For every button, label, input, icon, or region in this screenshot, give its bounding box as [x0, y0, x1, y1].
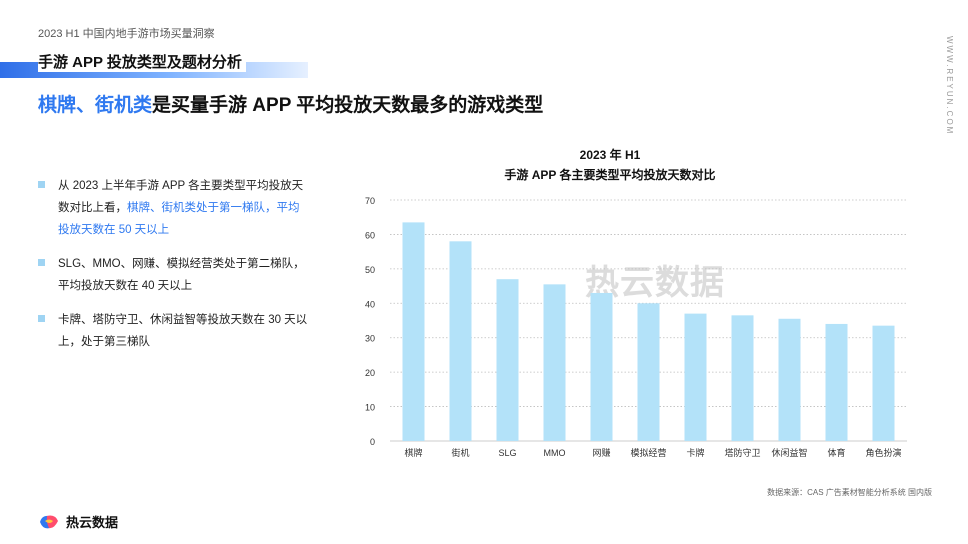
bar [402, 222, 425, 441]
y-tick-label: 10 [365, 403, 375, 413]
headline-highlight: 棋牌、街机类 [38, 95, 153, 116]
y-tick-label: 0 [370, 437, 375, 447]
chart-subtitle: 手游 APP 各主要类型平均投放天数对比 [504, 168, 716, 182]
x-tick-label: 休闲益智 [771, 447, 807, 458]
y-tick-label: 60 [365, 230, 375, 240]
bullet-highlight: 棋牌、街机类处于第一梯队，平均投放天数在 50 天以上 [58, 202, 300, 236]
side-url: WWW.REYUN.COM [945, 36, 954, 136]
bullet-item: 从 2023 上半年手游 APP 各主要类型平均投放天数对比上看，棋牌、街机类处… [38, 175, 310, 241]
x-tick-label: 角色扮演 [865, 447, 901, 458]
bullet-text: 从 2023 上半年手游 APP 各主要类型平均投放天数对比上看， [58, 180, 304, 214]
section-title: 手游 APP 投放类型及题材分析 [38, 51, 246, 72]
x-tick-label: 卡牌 [686, 447, 704, 458]
x-tick-label: 体育 [827, 447, 845, 458]
bullet-square-icon [38, 315, 45, 322]
bullet-text: SLG、MMO、网赚、模拟经营类处于第二梯队，平均投放天数在 40 天以上 [58, 258, 305, 292]
data-source: 数据来源：CAS 广告素材智能分析系统 国内版 [767, 488, 932, 497]
bar-chart: 0 10 20 30 40 50 60 70 棋牌 街机 SLG MMO 网赚 模拟经营 卡牌 塔防守卫 休闲益… [365, 196, 907, 458]
x-tick-label: 模拟经营 [630, 447, 666, 458]
bullet-square-icon [38, 259, 45, 266]
brand-logo: 热云数据 [38, 512, 118, 531]
bullet-text: 卡牌、塔防守卫、休闲益智等投放天数在 30 天以上，处于第三梯队 [58, 314, 308, 348]
chart-title: 2023 年 H1 [579, 148, 641, 162]
bar [872, 325, 895, 441]
bar [825, 323, 848, 441]
y-tick-label: 20 [365, 368, 375, 378]
report-tag: 2023 H1 中国内地手游市场买量洞察 [38, 28, 215, 40]
bar [449, 241, 472, 441]
y-tick-label: 70 [365, 196, 375, 206]
y-tick-label: 30 [365, 334, 375, 344]
x-tick-label: 棋牌 [404, 447, 422, 458]
reyun-logo-icon [40, 515, 58, 528]
bar [590, 292, 613, 441]
bullet-square-icon [38, 181, 45, 188]
bullet-item: SLG、MMO、网赚、模拟经营类处于第二梯队，平均投放天数在 40 天以上 [38, 253, 310, 297]
x-tick-label: 网赚 [592, 447, 610, 458]
headline-rest: 是买量手游 APP 平均投放天数最多的游戏类型 [152, 95, 544, 116]
bullet-item: 卡牌、塔防守卫、休闲益智等投放天数在 30 天以上，处于第三梯队 [38, 309, 310, 353]
bar [496, 279, 519, 441]
x-tick-label: MMO [544, 448, 566, 458]
y-tick-label: 40 [365, 299, 375, 309]
bar [731, 315, 754, 441]
bar [778, 318, 801, 441]
bar [637, 303, 660, 441]
x-tick-label: SLG [498, 448, 516, 458]
bar [684, 313, 707, 441]
y-tick-label: 50 [365, 265, 375, 275]
bar [543, 284, 566, 441]
headline: 棋牌、街机类是买量手游 APP 平均投放天数最多的游戏类型 [38, 90, 543, 117]
logo-text: 热云数据 [66, 515, 119, 530]
bullet-list: 从 2023 上半年手游 APP 各主要类型平均投放天数对比上看，棋牌、街机类处… [38, 175, 310, 365]
x-tick-label: 街机 [451, 447, 469, 458]
x-tick-label: 塔防守卫 [724, 447, 760, 458]
